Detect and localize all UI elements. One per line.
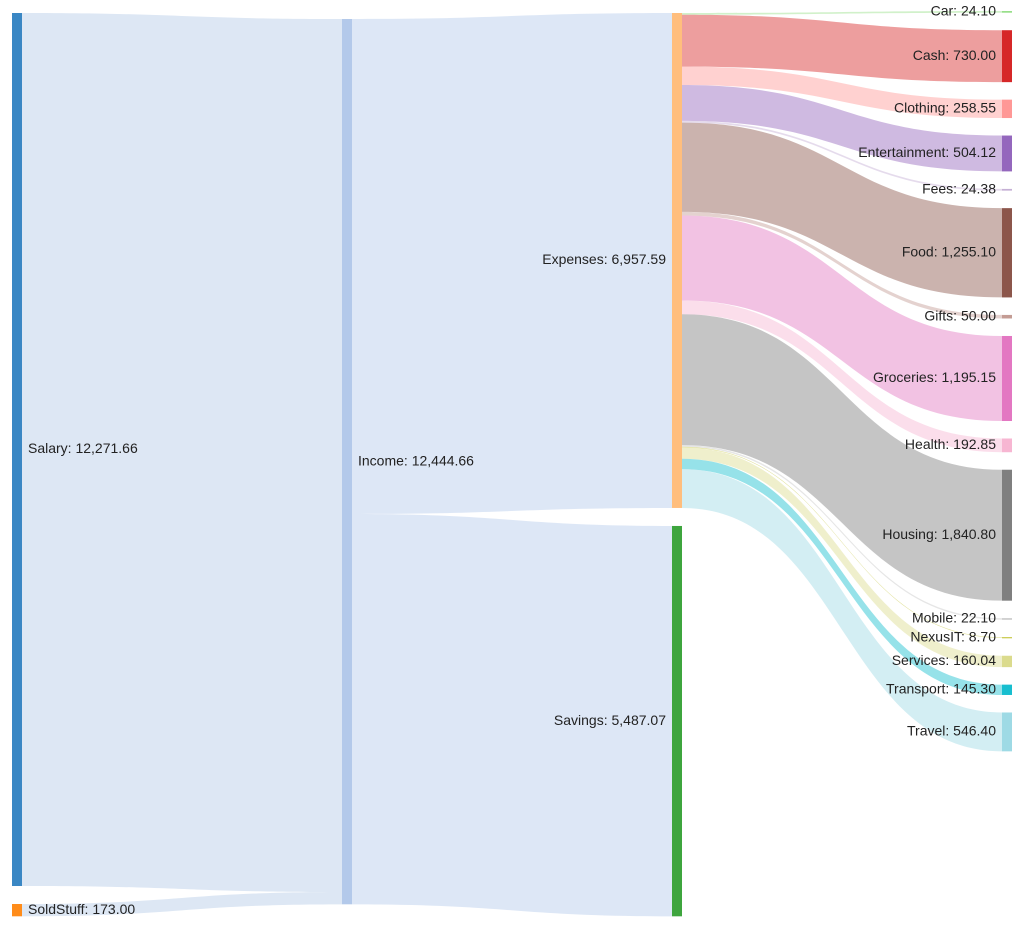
node-mobile[interactable] — [1002, 618, 1012, 620]
link-expenses-clothing[interactable] — [682, 66, 1002, 119]
link-expenses-nexusit[interactable] — [682, 446, 1002, 638]
node-label-salary: Salary: 12,271.66 — [28, 440, 138, 456]
node-salary[interactable] — [12, 13, 22, 887]
node-label-mobile: Mobile: 22.10 — [912, 610, 996, 626]
link-expenses-cash[interactable] — [682, 14, 1002, 83]
link-expenses-groceries[interactable] — [682, 215, 1002, 422]
node-label-health: Health: 192.85 — [905, 436, 996, 452]
node-label-cash: Cash: 730.00 — [913, 47, 996, 63]
link-soldstuff-income[interactable] — [22, 892, 342, 917]
link-expenses-car[interactable] — [682, 11, 1002, 15]
node-label-fees: Fees: 24.38 — [922, 180, 996, 196]
link-expenses-entertainment[interactable] — [682, 85, 1002, 172]
node-entertainment[interactable] — [1002, 135, 1012, 172]
link-expenses-housing[interactable] — [682, 314, 1002, 601]
link-expenses-travel[interactable] — [682, 469, 1002, 752]
node-nexusit[interactable] — [1002, 637, 1012, 639]
node-savings[interactable] — [672, 525, 682, 917]
node-clothing[interactable] — [1002, 99, 1012, 119]
node-label-services: Services: 160.04 — [892, 652, 996, 668]
node-cash[interactable] — [1002, 30, 1012, 83]
node-fees[interactable] — [1002, 188, 1012, 191]
link-expenses-services[interactable] — [682, 447, 1002, 668]
node-housing[interactable] — [1002, 469, 1012, 601]
node-label-car: Car: 24.10 — [931, 3, 997, 19]
link-salary-income[interactable] — [22, 13, 342, 893]
link-income-expenses[interactable] — [352, 13, 672, 514]
link-expenses-transport[interactable] — [682, 458, 1002, 695]
node-label-soldstuff: SoldStuff: 173.00 — [28, 901, 135, 917]
node-food[interactable] — [1002, 208, 1012, 298]
node-soldstuff[interactable] — [12, 904, 22, 917]
link-expenses-fees[interactable] — [682, 120, 1002, 191]
node-income[interactable] — [342, 19, 352, 905]
link-expenses-health[interactable] — [682, 300, 1002, 453]
node-label-travel: Travel: 546.40 — [907, 723, 996, 739]
node-gifts[interactable] — [1002, 314, 1012, 319]
node-travel[interactable] — [1002, 712, 1012, 752]
node-label-entertainment: Entertainment: 504.12 — [858, 144, 996, 160]
nodes-layer — [12, 11, 1012, 917]
link-expenses-gifts[interactable] — [682, 211, 1002, 319]
node-label-housing: Housing: 1,840.80 — [882, 526, 996, 542]
link-expenses-food[interactable] — [682, 122, 1002, 298]
node-label-groceries: Groceries: 1,195.15 — [873, 369, 996, 385]
node-label-expenses: Expenses: 6,957.59 — [542, 251, 666, 267]
node-groceries[interactable] — [1002, 335, 1012, 422]
node-label-transport: Transport: 145.30 — [886, 681, 996, 697]
node-car[interactable] — [1002, 11, 1012, 13]
link-income-savings[interactable] — [352, 513, 672, 917]
node-transport[interactable] — [1002, 684, 1012, 695]
node-expenses[interactable] — [672, 13, 682, 508]
node-label-gifts: Gifts: 50.00 — [924, 307, 996, 323]
node-label-nexusit: NexusIT: 8.70 — [910, 628, 996, 644]
node-health[interactable] — [1002, 438, 1012, 453]
node-label-food: Food: 1,255.10 — [902, 243, 996, 259]
links-layer — [22, 11, 1002, 917]
node-services[interactable] — [1002, 655, 1012, 668]
node-label-savings: Savings: 5,487.07 — [554, 712, 666, 728]
link-expenses-mobile[interactable] — [682, 445, 1002, 620]
node-label-income: Income: 12,444.66 — [358, 452, 474, 468]
node-label-clothing: Clothing: 258.55 — [894, 100, 996, 116]
labels-layer: Salary: 12,271.66 SoldStuff: 173.00 Income… — [28, 3, 996, 917]
